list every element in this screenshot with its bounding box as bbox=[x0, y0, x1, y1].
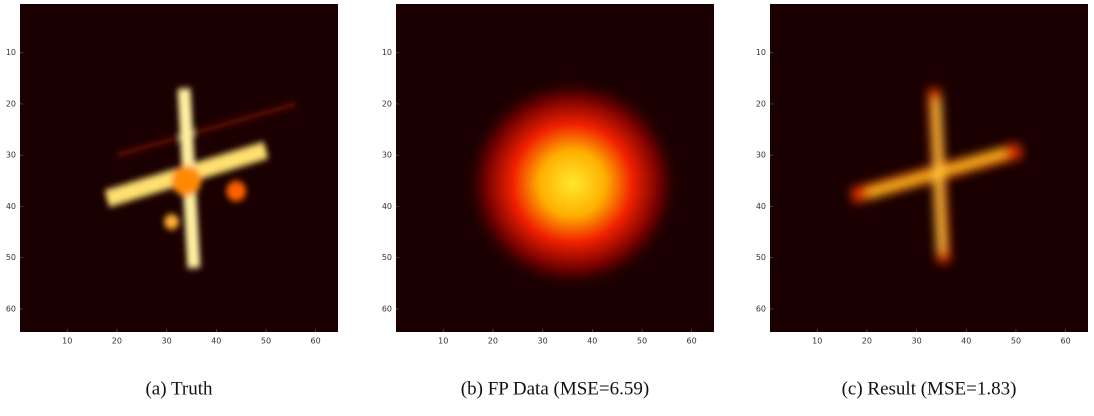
x-tick-label: 10 bbox=[438, 337, 448, 346]
truth-image bbox=[20, 4, 338, 332]
y-tick-label: 40 bbox=[6, 202, 16, 211]
y-tick-label: 50 bbox=[6, 253, 16, 262]
y-tick-label: 30 bbox=[756, 151, 766, 160]
x-tick-label: 30 bbox=[161, 337, 171, 346]
y-tick-label: 40 bbox=[756, 202, 766, 211]
x-tick-label: 60 bbox=[311, 337, 321, 346]
x-tick-label: 40 bbox=[961, 337, 971, 346]
caption: (c) Result (MSE=1.83) bbox=[842, 378, 1017, 399]
x-tick-label: 60 bbox=[1061, 337, 1071, 346]
x-tick-label: 30 bbox=[537, 337, 547, 346]
fp-data-image bbox=[396, 4, 714, 332]
y-tick-label: 30 bbox=[382, 151, 392, 160]
x-tick-label: 20 bbox=[112, 337, 122, 346]
x-tick-label: 40 bbox=[587, 337, 597, 346]
caption: (a) Truth bbox=[145, 378, 213, 399]
x-tick-label: 10 bbox=[62, 337, 72, 346]
x-tick-label: 60 bbox=[687, 337, 697, 346]
x-tick-label: 30 bbox=[911, 337, 921, 346]
result-image bbox=[770, 4, 1088, 332]
y-tick-label: 10 bbox=[756, 48, 766, 57]
y-tick-label: 60 bbox=[382, 304, 392, 313]
x-tick-label: 20 bbox=[862, 337, 872, 346]
y-tick-label: 60 bbox=[6, 304, 16, 313]
x-tick-label: 40 bbox=[211, 337, 221, 346]
y-tick-label: 50 bbox=[756, 253, 766, 262]
y-tick-label: 40 bbox=[382, 202, 392, 211]
caption: (b) FP Data (MSE=6.59) bbox=[461, 378, 649, 399]
y-tick-label: 20 bbox=[756, 99, 766, 108]
y-tick-label: 10 bbox=[382, 48, 392, 57]
x-tick-label: 10 bbox=[812, 337, 822, 346]
y-tick-label: 20 bbox=[382, 99, 392, 108]
y-tick-label: 30 bbox=[6, 151, 16, 160]
x-tick-label: 50 bbox=[637, 337, 647, 346]
y-tick-label: 50 bbox=[382, 253, 392, 262]
y-tick-label: 60 bbox=[756, 304, 766, 313]
x-tick-label: 50 bbox=[1011, 337, 1021, 346]
y-tick-label: 20 bbox=[6, 99, 16, 108]
x-tick-label: 20 bbox=[488, 337, 498, 346]
x-tick-label: 50 bbox=[261, 337, 271, 346]
y-tick-label: 10 bbox=[6, 48, 16, 57]
